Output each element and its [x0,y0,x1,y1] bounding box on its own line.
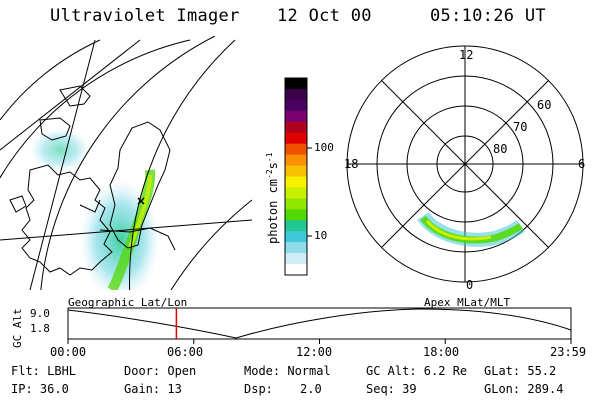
colorbar-tick-10: 10 [314,229,328,242]
unit-exponent-cm: -2 [265,169,274,179]
info-gc-alt: GC Alt: 6.2 Re [366,364,468,378]
info-gain: Gain: 13 [124,382,182,396]
info-dsp-value: 2.0 [300,382,322,396]
timeline-ymin: 1.8 [30,322,50,335]
info-door: Door: Open [124,364,197,378]
site-marker-icon [137,197,145,205]
mlt-label-18: 18 [344,157,359,171]
colorbar-segment [285,132,307,145]
polar-mlt-plot [346,45,584,283]
time-tick-0000: 00:00 [50,345,87,359]
colorbar-segment [285,253,307,265]
colorbar-segment [285,209,307,221]
info-ip: IP: 36.0 [11,382,69,396]
mlt-label-0: 0 [466,278,474,292]
time-tick-2359: 23:59 [550,345,587,359]
coastline [59,85,91,107]
colorbar-segment [285,154,307,167]
projection-label-apex: Apex MLat/MLT [424,296,511,309]
mlt-line [381,80,549,248]
projection-label-geographic: Geographic Lat/Lon [68,296,188,309]
aurora-band [107,169,156,290]
colorbar-segment [285,242,307,254]
mlat-label-60: 60 [537,98,552,112]
altitude-timeline [67,307,572,344]
date-label: 12 Oct 00 [277,6,372,26]
coastline [79,199,101,213]
unit-exponent-s: -1 [265,152,274,163]
colorbar-segment [285,165,307,178]
colorbar-segment [285,88,307,101]
colorbar-segment [285,110,307,123]
unit-photon: photon cm [266,178,280,244]
info-glat: GLat: 55.2 [484,364,557,378]
colorbar-segment [285,198,307,210]
colorbar-segment [285,220,307,232]
colorbar-unit-label: photon cm-2s-1 [265,152,280,244]
latitude-arc [0,39,101,121]
colorbar-segment [285,78,307,90]
colorbar-segment [285,187,307,199]
latitude-arc [40,36,216,290]
colorbar-tick-100: 100 [314,141,334,154]
latitude-arc [170,199,252,290]
time-tick-1800: 18:00 [423,345,460,359]
mlt-label-6: 6 [578,157,586,171]
altitude-curve [67,308,572,339]
time-tick-0600: 06:00 [167,345,204,359]
time-tick-1200: 12:00 [296,345,333,359]
mlat-label-70: 70 [513,120,528,134]
info-flt: Flt: LBHL [11,364,77,378]
latitude-arc [0,39,191,179]
meridian [29,39,96,290]
meridian [0,39,141,151]
timeline-ymax: 9.0 [30,307,50,320]
time-label: 05:10:26 UT [430,6,546,26]
coastline [9,195,27,213]
coastline [21,164,113,276]
meridian [0,219,252,241]
info-dsp-label: Dsp: [244,382,273,396]
colorbar-segment [285,264,307,276]
color-scale-bar [284,77,312,276]
unit-s: s [266,162,280,170]
info-seq: Seq: 39 [366,382,417,396]
colorbar-segment [285,143,307,156]
info-mode: Mode: Normal [244,364,331,378]
aurora-glow [80,180,160,290]
instrument-title: Ultraviolet Imager [50,6,240,26]
colorbar-segment [285,121,307,134]
colorbar-segment [285,231,307,243]
mlt-label-12: 12 [459,48,474,62]
info-glon: GLon: 289.4 [484,382,564,396]
coastline [39,117,71,141]
colorbar-segment [285,176,307,189]
coastline [99,227,176,251]
latitude-arc [129,39,236,290]
mlat-label-80: 80 [493,142,508,156]
colorbar-segment [285,99,307,112]
coastline [109,121,171,249]
